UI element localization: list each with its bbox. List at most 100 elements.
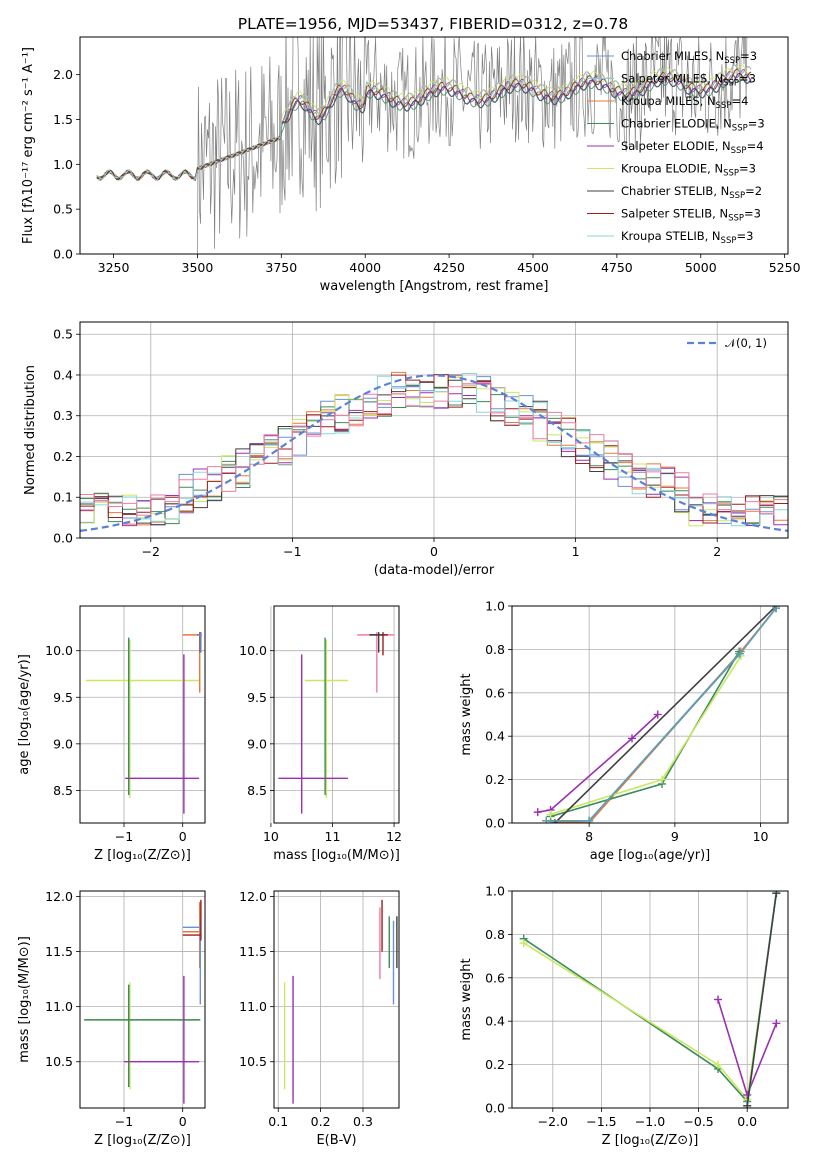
y-tick-label: 10.5 [239,1054,267,1069]
axes-frame [79,321,789,539]
y-tick-label: 0.4 [485,729,505,744]
legend-entry: Chabrier ELODIE, NSSP=3 [621,117,765,134]
observed-spectrum-line [197,37,748,254]
x-tick-label: −1.0 [635,1114,665,1129]
y-tick-label: 10.5 [45,1054,73,1069]
mass-weight-series [743,891,781,1108]
normal-distribution-curve [80,374,788,532]
data-point-marker [542,816,551,823]
axes-frame [511,605,789,824]
y-tick-label: 0.0 [485,816,505,831]
data-point-marker [772,606,780,613]
legend-entry: Kroupa ELODIE, NSSP=3 [621,162,756,179]
panel-mass-vs-EBV: 0.1 0.2 0.3 10.5 11.0 11.5 12.0 E(B-V) [239,889,400,1148]
axes-frame [79,890,206,1109]
x-axis-label: mass [log₁₀(M/M⊙)] [273,848,400,863]
y-tick-label: 0.4 [53,367,73,382]
x-tick-label: 12 [386,829,402,844]
error-bar [357,632,395,693]
mass-weight-series [714,995,781,1099]
y-tick-label: 0.5 [53,327,73,342]
series-line [746,893,778,1106]
panel-age-vs-mass: 10 11 12 8.5 9.0 9.5 10.0 mass [log₁₀(M/M⊙)] [239,605,402,863]
x-tick-label: −2 [142,544,160,559]
data-point-marker [714,1060,723,1069]
x-tick-label: −1 [115,829,133,844]
legend-entry: Salpeter STELIB, NSSP=3 [621,207,761,224]
x-tick-label: 8 [585,829,593,844]
axes-frame [79,605,206,824]
plot-area [533,606,780,823]
legend-entry: Kroupa MILES, NSSP=4 [621,94,748,111]
data-point-marker [772,891,781,898]
plot-area [278,632,395,814]
legend-entry: Kroupa STELIB, NSSP=3 [621,229,753,246]
y-tick-label: 10.0 [239,643,267,658]
x-tick-label: −0.5 [683,1114,713,1129]
y-tick-label: 0.6 [485,685,505,700]
x-tick-label: 4000 [349,260,381,275]
panel-age-vs-Z: −1 0 8.5 9.0 9.5 10.0 Z [log₁₀(Z/Z⊙)] age [log₁… [17,605,206,863]
error-bar [84,984,201,1088]
x-tick-label: 0.0 [737,1114,757,1129]
y-tick-label: 12.0 [45,889,73,904]
error-bar [85,639,200,798]
figure-title: PLATE=1956, MJD=53437, FIBERID=0312, z=0… [238,15,628,33]
x-tick-label: 4250 [433,260,465,275]
legend-entry: Chabrier MILES, NSSP=3 [621,49,757,66]
panel-residuals: −2 −1 0 1 2 0.0 0.1 0.2 0.3 0.4 0.5 (data-model)/er… [23,321,789,578]
residual-histogram [80,379,788,526]
y-tick-label: 11.0 [45,999,73,1014]
legend-entry: 𝒩(0, 1) [725,336,767,350]
legend: Chabrier MILES, NSSP=3 Salpeter MILES, NS… [587,49,765,246]
x-axis-label: Z [log₁₀(Z/Z⊙)] [602,1133,699,1148]
x-tick-label: −1 [115,1114,133,1129]
legend-entry: Salpeter MILES, NSSP=3 [621,72,756,89]
data-point-marker [736,649,744,658]
error-bar [369,632,385,653]
error-bar [182,632,202,693]
x-tick-label: 0.2 [311,1114,331,1129]
error-bar [124,975,200,1104]
x-tick-label: 4500 [517,260,549,275]
y-tick-label: 12.0 [239,889,267,904]
residual-histogram [80,381,788,519]
y-axis-label: Normed distribution [23,365,38,495]
x-tick-label: 0.1 [268,1114,288,1129]
model-spectrum-line [96,68,752,182]
plot-area [80,371,788,532]
data-point-marker [772,1019,781,1028]
data-point-marker [714,995,723,1004]
data-point-marker [546,810,555,819]
panel-spectrum: 3250 3500 3750 4000 4250 4500 4750 5000 5250 0.0 0… [21,36,801,294]
series-line [537,713,659,813]
y-tick-label: 1.0 [485,599,505,614]
error-bar [304,639,348,798]
data-point-marker [628,734,636,743]
y-tick-label: 9.0 [247,736,267,751]
data-point-marker [658,775,666,784]
x-tick-label: 2 [713,544,721,559]
y-axis-label: mass weight [459,673,474,755]
y-tick-label: 8.5 [247,783,267,798]
y-tick-label: 0.8 [485,927,505,942]
y-axis-label: Flux [fλ10⁻¹⁷ erg cm⁻² s⁻¹ A⁻¹] [21,47,36,244]
plot-area [283,899,398,1104]
data-point-marker [585,816,594,823]
legend-entry: Salpeter ELODIE, NSSP=4 [621,139,764,156]
mass-weight-series [542,606,780,823]
y-tick-label: 9.0 [53,736,73,751]
y-tick-label: 0.0 [53,531,73,546]
y-tick-label: 0.0 [485,1101,505,1116]
legend-entry: Chabrier STELIB, NSSP=2 [621,184,762,201]
residual-histogram [80,373,788,527]
data-point-marker [519,939,528,948]
y-tick-label: 1.5 [53,112,73,127]
x-tick-label: 10 [263,829,279,844]
x-axis-label: Z [log₁₀(Z/Z⊙)] [94,848,191,863]
y-axis-label: mass weight [459,958,474,1040]
axes-frame [79,36,789,255]
plot-area [84,899,202,1104]
y-tick-label: 1.0 [485,884,505,899]
